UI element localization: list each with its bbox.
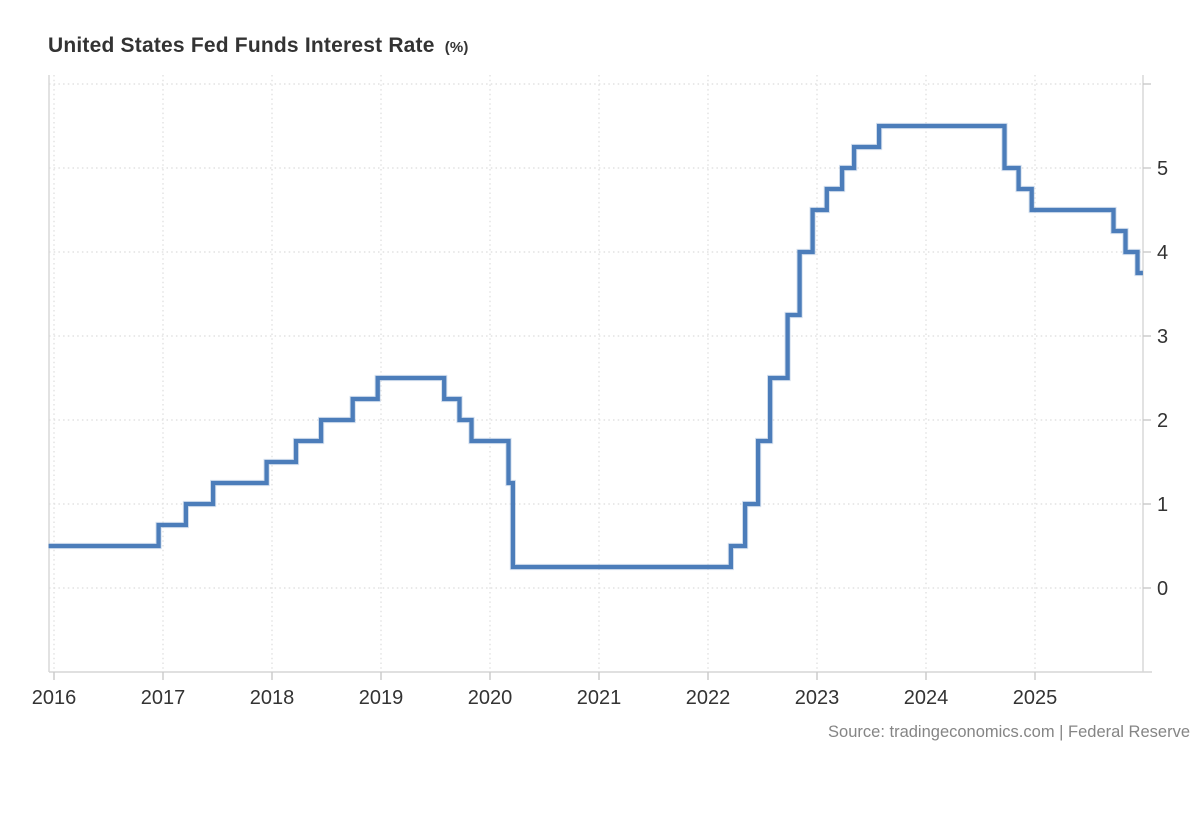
y-tick-label-3: 3 bbox=[1157, 326, 1168, 348]
chart-title-text: United States Fed Funds Interest Rate bbox=[48, 34, 435, 57]
x-tick-label-2019: 2019 bbox=[359, 687, 404, 709]
rate-line bbox=[48, 123, 1143, 570]
y-tick-label-4: 4 bbox=[1157, 242, 1168, 264]
x-tick-label-2018: 2018 bbox=[250, 687, 295, 709]
x-tick-label-2024: 2024 bbox=[904, 687, 949, 709]
y-tick-label-5: 5 bbox=[1157, 158, 1168, 180]
y-tick-label-0: 0 bbox=[1157, 578, 1168, 600]
x-tick-label-2016: 2016 bbox=[32, 687, 77, 709]
chart-title-unit: (%) bbox=[444, 39, 469, 56]
source-attribution: Source: tradingeconomics.com | Federal R… bbox=[828, 723, 1190, 741]
chart-title: United States Fed Funds Interest Rate (%… bbox=[48, 34, 469, 58]
y-tick-label-1: 1 bbox=[1157, 494, 1168, 516]
x-tick-label-2020: 2020 bbox=[468, 687, 513, 709]
y-tick-label-2: 2 bbox=[1157, 410, 1168, 432]
x-tick-label-2022: 2022 bbox=[686, 687, 731, 709]
x-tick-label-2021: 2021 bbox=[577, 687, 622, 709]
x-tick-label-2025: 2025 bbox=[1013, 687, 1058, 709]
x-tick-label-2023: 2023 bbox=[795, 687, 840, 709]
x-tick-label-2017: 2017 bbox=[141, 687, 186, 709]
